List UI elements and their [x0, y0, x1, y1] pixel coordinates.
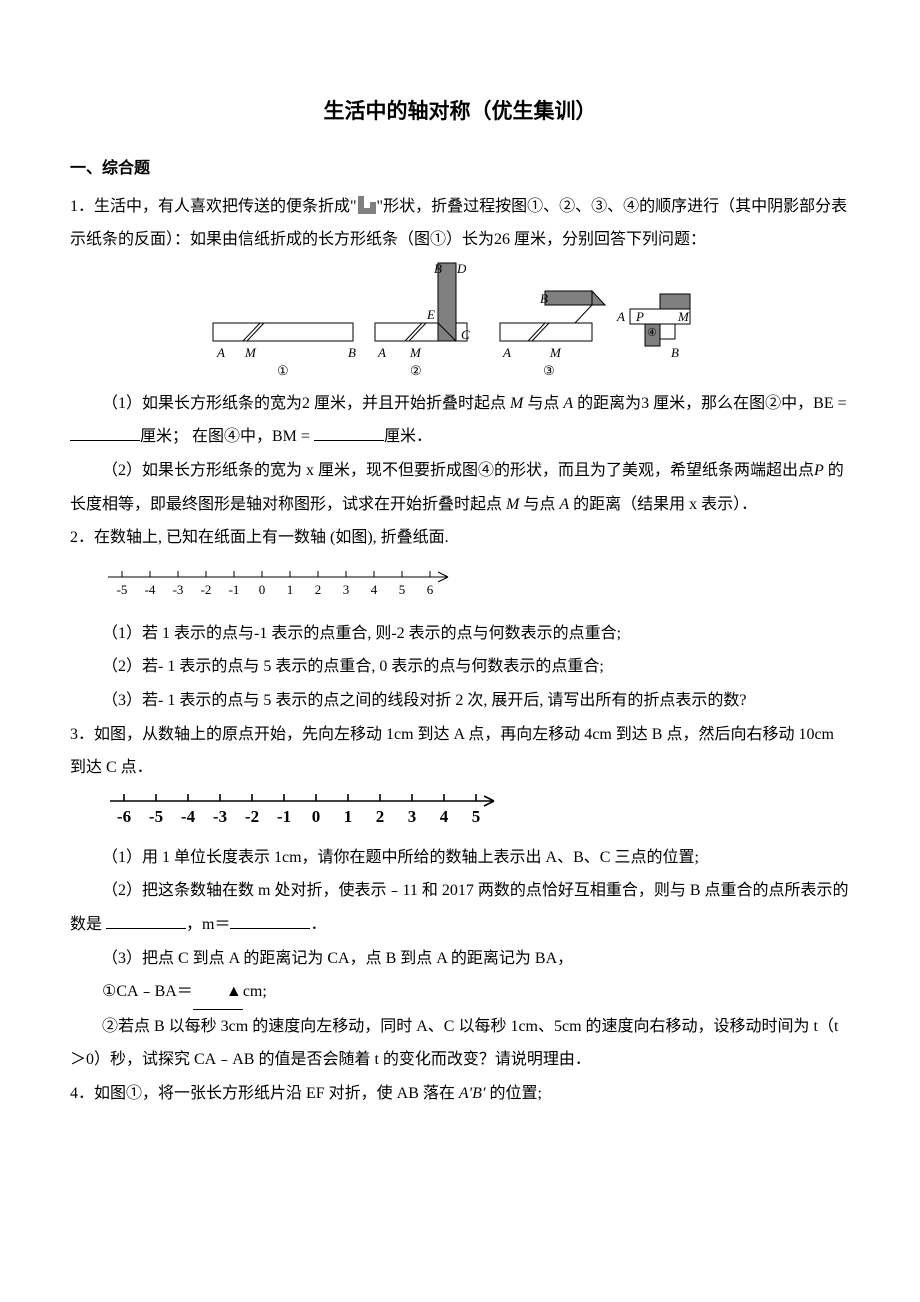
p1-q1-a: （1）如果长方形纸条的宽为2 厘米，并且开始折叠时起点 — [102, 395, 506, 412]
svg-text:④: ④ — [647, 327, 657, 339]
problem-3: 3．如图，从数轴上的原点开始，先向左移动 1cm 到达 A 点，再向左移动 4c… — [70, 718, 850, 785]
figure-2: -5 -4 -3 -2 -1 0 1 2 3 4 5 6 — [70, 565, 850, 603]
p2-q3: （3）若- 1 表示的点与 5 表示的点之间的线段对折 2 次, 展开后, 请写… — [70, 684, 850, 718]
svg-text:-1: -1 — [229, 582, 240, 597]
svg-text:A: A — [616, 309, 625, 324]
blank-triangle: ▲ — [193, 975, 243, 1010]
svg-text:-4: -4 — [181, 807, 196, 826]
p2-q2: （2）若- 1 表示的点与 5 表示的点重合, 0 表示的点与何数表示的点重合; — [70, 650, 850, 684]
svg-text:D: D — [456, 261, 467, 276]
svg-text:-5: -5 — [149, 807, 163, 826]
p1-q1-b: 与点 — [527, 395, 559, 412]
svg-text:B: B — [348, 345, 356, 360]
p3-q3-1b: cm; — [243, 983, 267, 1000]
svg-text:B: B — [671, 345, 679, 360]
blank — [230, 911, 310, 929]
svg-text:1: 1 — [287, 582, 294, 597]
problem-2: 2．在数轴上, 已知在纸面上有一数轴 (如图), 折叠纸面. — [70, 521, 850, 555]
p3-q3-1a: ①CA﹣BA＝ — [102, 983, 193, 1000]
p4-b: 的位置; — [485, 1085, 541, 1102]
svg-text:A: A — [377, 345, 386, 360]
fold-shape-icon — [357, 198, 377, 215]
svg-text:5: 5 — [399, 582, 406, 597]
svg-text:0: 0 — [259, 582, 266, 597]
svg-text:2: 2 — [376, 807, 385, 826]
svg-text:5: 5 — [472, 807, 481, 826]
problem-1: 1．生活中，有人喜欢把传送的便条折成" "形状，折叠过程按图①、②、③、④的顺序… — [70, 190, 850, 257]
p3-q3-1: ①CA﹣BA＝▲cm; — [70, 975, 850, 1010]
section-heading: 一、综合题 — [70, 152, 850, 186]
figure-3: -6 -5 -4 -3 -2 -1 0 1 2 3 4 5 — [70, 791, 850, 831]
svg-text:-1: -1 — [277, 807, 291, 826]
svg-text:③: ③ — [543, 363, 555, 378]
p1-stem-a: 1．生活中，有人喜欢把传送的便条折成" — [70, 198, 357, 215]
p3-q1: （1）用 1 单位长度表示 1cm，请你在题中所给的数轴上表示出 A、B、C 三… — [70, 841, 850, 875]
p1-q1-d: 厘米； 在图④中，BM = — [140, 428, 310, 445]
svg-text:M: M — [409, 345, 422, 360]
var-P: P — [814, 462, 824, 479]
var-M2: M — [506, 496, 519, 513]
p4-a: 4．如图①，将一张长方形纸片沿 EF 对折，使 AB 落在 — [70, 1085, 459, 1102]
p3-q2-b: ，m＝ — [186, 916, 230, 933]
svg-text:M: M — [677, 309, 690, 324]
p1-q2-d: 的距离（结果用 x 表示）． — [573, 496, 757, 513]
svg-text:-4: -4 — [145, 582, 156, 597]
problem-4: 4．如图①，将一张长方形纸片沿 EF 对折，使 AB 落在 A′B′ 的位置; — [70, 1077, 850, 1111]
svg-text:-2: -2 — [245, 807, 259, 826]
svg-text:6: 6 — [427, 582, 434, 597]
p1-q2-c: 与点 — [523, 496, 555, 513]
p2-q1: （1）若 1 表示的点与-1 表示的点重合, 则-2 表示的点与何数表示的点重合… — [70, 617, 850, 651]
svg-text:-2: -2 — [201, 582, 212, 597]
svg-text:-5: -5 — [117, 582, 128, 597]
svg-text:0: 0 — [312, 807, 321, 826]
p1-q2-a: （2）如果长方形纸条的宽为 x 厘米，现不但要折成图④的形状，而且为了美观，希望… — [102, 462, 814, 479]
p3-q2-c: ． — [310, 916, 326, 933]
svg-text:3: 3 — [343, 582, 350, 597]
p3-q2: （2）把这条数轴在数 m 处对折，使表示﹣11 和 2017 两数的点恰好互相重… — [70, 874, 850, 941]
svg-text:-6: -6 — [117, 807, 131, 826]
p1-q1-e: 厘米． — [384, 428, 432, 445]
svg-text:M: M — [549, 345, 562, 360]
svg-text:B: B — [434, 261, 442, 276]
svg-text:E: E — [426, 307, 435, 322]
p3-q3-2: ②若点 B 以每秒 3cm 的速度向左移动，同时 A、C 以每秒 1cm、5cm… — [70, 1010, 850, 1077]
svg-text:-3: -3 — [213, 807, 227, 826]
page-title: 生活中的轴对称（优生集训） — [70, 90, 850, 134]
svg-text:A: A — [216, 345, 225, 360]
blank — [70, 424, 140, 442]
svg-text:3: 3 — [408, 807, 417, 826]
svg-text:C: C — [461, 327, 470, 342]
p1-q1-c: 的距离为3 厘米，那么在图②中，BE = — [577, 395, 846, 412]
svg-text:M: M — [244, 345, 257, 360]
svg-text:4: 4 — [440, 807, 449, 826]
svg-text:①: ① — [277, 363, 289, 378]
svg-text:B: B — [540, 291, 548, 306]
p3-q3: （3）把点 C 到点 A 的距离记为 CA，点 B 到点 A 的距离记为 BA， — [70, 942, 850, 976]
blank — [106, 911, 186, 929]
var-A2: A — [559, 496, 569, 513]
var-A: A — [563, 395, 573, 412]
svg-text:A: A — [502, 345, 511, 360]
blank — [314, 424, 384, 442]
figure-1: AMB ① AM BD EC ② AMB ③ APM B ④ — [70, 261, 850, 379]
svg-text:-3: -3 — [173, 582, 184, 597]
var-M: M — [510, 395, 523, 412]
svg-text:2: 2 — [315, 582, 322, 597]
p1-q1: （1）如果长方形纸条的宽为2 厘米，并且开始折叠时起点 M 与点 A 的距离为3… — [70, 387, 850, 454]
p4-ab: A′B′ — [459, 1085, 486, 1102]
svg-text:P: P — [635, 309, 644, 324]
p1-q2: （2）如果长方形纸条的宽为 x 厘米，现不但要折成图④的形状，而且为了美观，希望… — [70, 454, 850, 521]
svg-text:②: ② — [410, 363, 422, 378]
svg-text:4: 4 — [371, 582, 378, 597]
svg-text:1: 1 — [344, 807, 353, 826]
